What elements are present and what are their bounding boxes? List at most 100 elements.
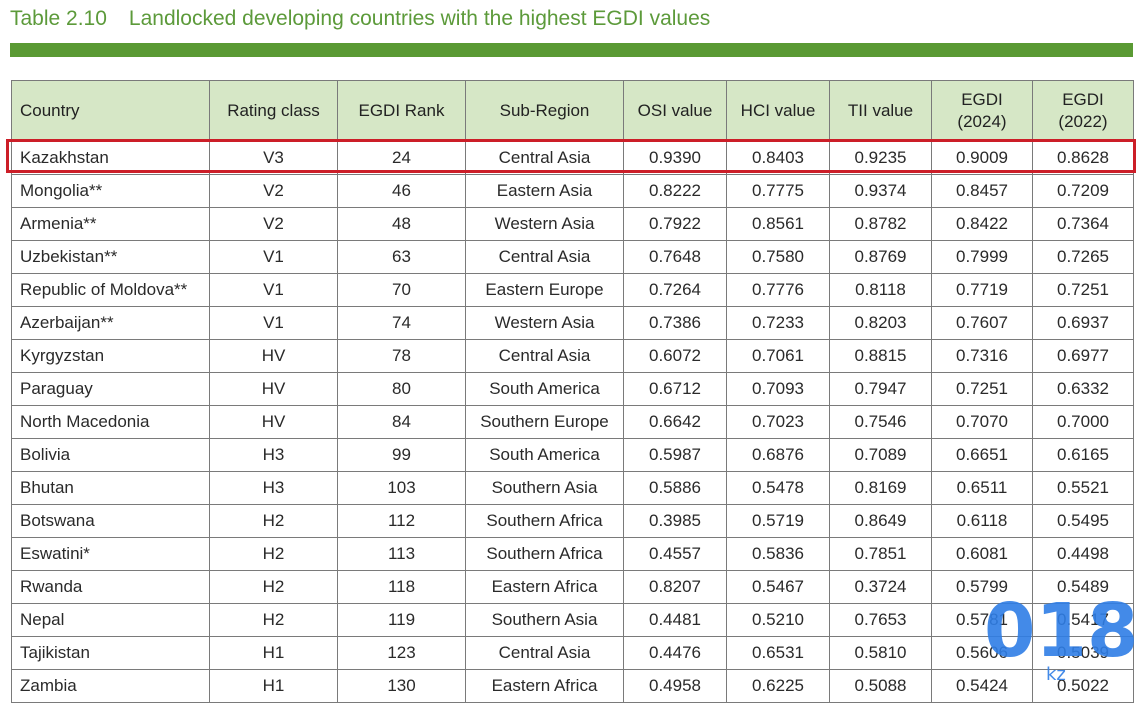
cell-egdi-rank: 130 — [337, 669, 466, 703]
cell-hci-value: 0.5719 — [726, 504, 830, 538]
cell-egdi-2024: 0.5424 — [931, 669, 1033, 703]
cell-hci-value: 0.8561 — [726, 207, 830, 241]
header-egdi-2024: EGDI (2024) — [931, 80, 1033, 142]
cell-egdi-2024: 0.7607 — [931, 306, 1033, 340]
cell-egdi-2024: 0.6081 — [931, 537, 1033, 571]
table-row: Mongolia** V2 46 Eastern Asia 0.8222 0.7775 0.… — [11, 174, 1134, 208]
header-rating-class: Rating class — [209, 80, 338, 142]
cell-hci-value: 0.5478 — [726, 471, 830, 505]
cell-egdi-rank: 112 — [337, 504, 466, 538]
cell-rating-class: H2 — [209, 537, 338, 571]
cell-sub-region: Western Asia — [465, 306, 624, 340]
cell-hci-value: 0.6531 — [726, 636, 830, 670]
cell-tii-value: 0.8769 — [829, 240, 932, 274]
cell-osi-value: 0.8222 — [623, 174, 727, 208]
cell-rating-class: V1 — [209, 240, 338, 274]
cell-hci-value: 0.6876 — [726, 438, 830, 472]
cell-egdi-rank: 63 — [337, 240, 466, 274]
header-osi-value: OSI value — [623, 80, 727, 142]
cell-egdi-2022: 0.7265 — [1032, 240, 1134, 274]
cell-egdi-2024: 0.5781 — [931, 603, 1033, 637]
cell-sub-region: Eastern Africa — [465, 570, 624, 604]
cell-egdi-rank: 84 — [337, 405, 466, 439]
cell-country: Republic of Moldova** — [11, 273, 210, 307]
cell-tii-value: 0.9235 — [829, 141, 932, 175]
cell-tii-value: 0.9374 — [829, 174, 932, 208]
cell-rating-class: HV — [209, 405, 338, 439]
cell-osi-value: 0.7922 — [623, 207, 727, 241]
cell-rating-class: H2 — [209, 570, 338, 604]
table-row: Eswatini* H2 113 Southern Africa 0.4557 0.583… — [11, 537, 1134, 571]
header-hci-value: HCI value — [726, 80, 830, 142]
cell-rating-class: H1 — [209, 636, 338, 670]
cell-sub-region: Central Asia — [465, 636, 624, 670]
cell-osi-value: 0.5987 — [623, 438, 727, 472]
cell-country: Nepal — [11, 603, 210, 637]
cell-osi-value: 0.6072 — [623, 339, 727, 373]
cell-tii-value: 0.3724 — [829, 570, 932, 604]
cell-hci-value: 0.6225 — [726, 669, 830, 703]
cell-egdi-2024: 0.6651 — [931, 438, 1033, 472]
cell-egdi-2022: 0.8628 — [1032, 141, 1134, 175]
table-row: Tajikistan H1 123 Central Asia 0.4476 0.6531 0… — [11, 636, 1134, 670]
cell-egdi-2024: 0.8457 — [931, 174, 1033, 208]
cell-tii-value: 0.7089 — [829, 438, 932, 472]
header-country: Country — [11, 80, 210, 142]
cell-egdi-2022: 0.5489 — [1032, 570, 1134, 604]
cell-rating-class: HV — [209, 339, 338, 373]
cell-sub-region: Southern Africa — [465, 504, 624, 538]
cell-tii-value: 0.8782 — [829, 207, 932, 241]
cell-tii-value: 0.7851 — [829, 537, 932, 571]
cell-hci-value: 0.7776 — [726, 273, 830, 307]
cell-egdi-rank: 24 — [337, 141, 466, 175]
egdi-table: Country Rating class EGDI Rank Sub-Regio… — [11, 80, 1134, 703]
cell-rating-class: V1 — [209, 306, 338, 340]
cell-osi-value: 0.7264 — [623, 273, 727, 307]
cell-egdi-rank: 123 — [337, 636, 466, 670]
cell-osi-value: 0.4481 — [623, 603, 727, 637]
cell-sub-region: Eastern Europe — [465, 273, 624, 307]
cell-tii-value: 0.7546 — [829, 405, 932, 439]
cell-country: Bhutan — [11, 471, 210, 505]
header-tii-value: TII value — [829, 80, 932, 142]
table-row: Bhutan H3 103 Southern Asia 0.5886 0.5478 0.81… — [11, 471, 1134, 505]
cell-country: Uzbekistan** — [11, 240, 210, 274]
cell-egdi-rank: 46 — [337, 174, 466, 208]
cell-rating-class: V2 — [209, 207, 338, 241]
cell-egdi-2024: 0.6511 — [931, 471, 1033, 505]
cell-tii-value: 0.7947 — [829, 372, 932, 406]
cell-egdi-2024: 0.7251 — [931, 372, 1033, 406]
cell-country: North Macedonia — [11, 405, 210, 439]
cell-country: Tajikistan — [11, 636, 210, 670]
header-egdi-rank: EGDI Rank — [337, 80, 466, 142]
cell-egdi-rank: 103 — [337, 471, 466, 505]
cell-osi-value: 0.5886 — [623, 471, 727, 505]
table-row: Zambia H1 130 Eastern Africa 0.4958 0.6225 0.5… — [11, 669, 1134, 703]
cell-sub-region: Southern Asia — [465, 603, 624, 637]
cell-egdi-2022: 0.6165 — [1032, 438, 1134, 472]
cell-country: Kazakhstan — [11, 141, 210, 175]
cell-egdi-2022: 0.5022 — [1032, 669, 1134, 703]
table-caption: Landlocked developing countries with the… — [128, 7, 711, 30]
cell-egdi-2022: 0.7000 — [1032, 405, 1134, 439]
cell-osi-value: 0.4476 — [623, 636, 727, 670]
cell-country: Rwanda — [11, 570, 210, 604]
cell-country: Eswatini* — [11, 537, 210, 571]
table-row: Republic of Moldova** V1 70 Eastern Europe 0… — [11, 273, 1134, 307]
table-row: Paraguay HV 80 South America 0.6712 0.7093 0.7… — [11, 372, 1134, 406]
cell-tii-value: 0.8815 — [829, 339, 932, 373]
cell-egdi-rank: 113 — [337, 537, 466, 571]
table-row: Uzbekistan** V1 63 Central Asia 0.7648 0.7580… — [11, 240, 1134, 274]
cell-rating-class: H1 — [209, 669, 338, 703]
cell-country: Zambia — [11, 669, 210, 703]
cell-egdi-rank: 74 — [337, 306, 466, 340]
cell-sub-region: South America — [465, 372, 624, 406]
cell-egdi-2022: 0.6332 — [1032, 372, 1134, 406]
cell-tii-value: 0.8203 — [829, 306, 932, 340]
cell-rating-class: V2 — [209, 174, 338, 208]
table-title: Table 2.10 Landlocked developing countrie… — [10, 7, 710, 31]
cell-sub-region: Southern Europe — [465, 405, 624, 439]
cell-country: Bolivia — [11, 438, 210, 472]
cell-egdi-rank: 99 — [337, 438, 466, 472]
